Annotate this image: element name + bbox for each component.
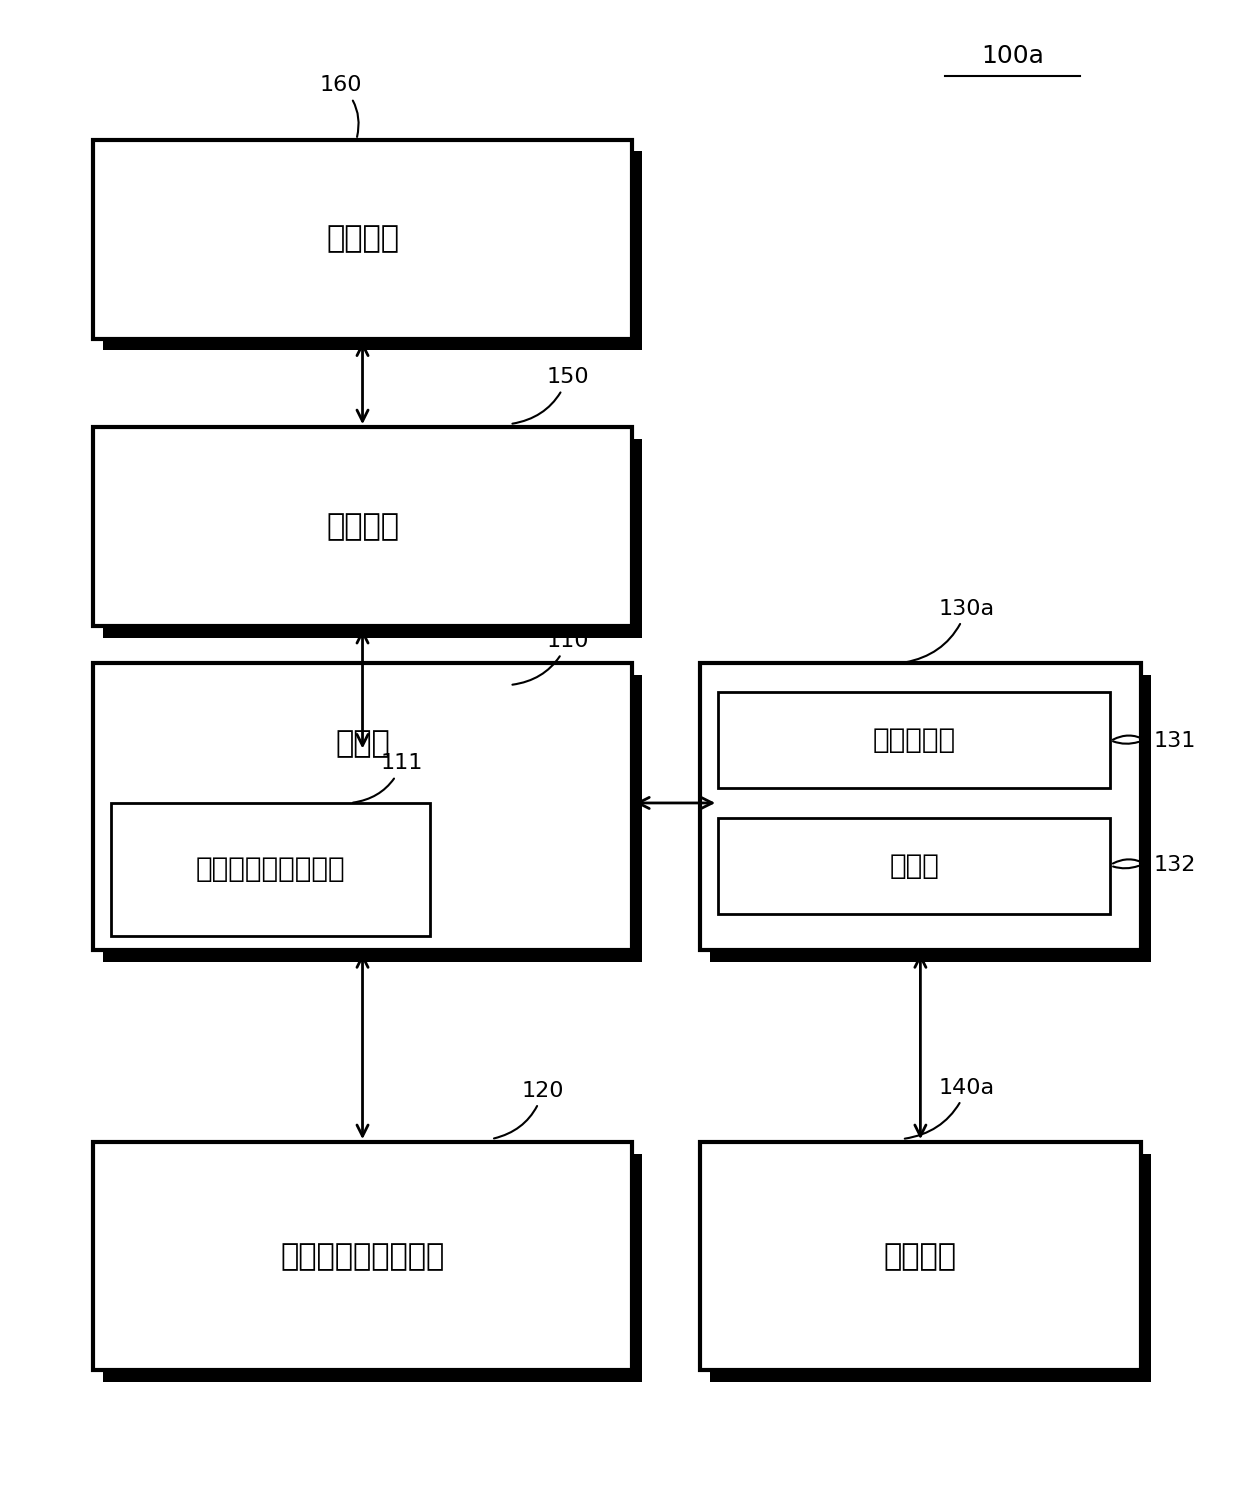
Bar: [718, 692, 1111, 789]
Bar: [103, 152, 642, 350]
Text: 处理器: 处理器: [335, 729, 389, 757]
Bar: [103, 674, 642, 963]
Bar: [93, 427, 632, 626]
Text: 主存储器: 主存储器: [884, 1242, 957, 1271]
Bar: [709, 1153, 1151, 1382]
Text: 111: 111: [353, 753, 423, 802]
Bar: [112, 804, 430, 936]
Text: 120: 120: [494, 1080, 564, 1138]
Bar: [93, 140, 632, 339]
Text: 150: 150: [512, 368, 589, 424]
Text: 160: 160: [320, 76, 362, 137]
Bar: [93, 664, 632, 951]
Text: 超时控制器: 超时控制器: [873, 726, 956, 754]
Text: 第二高速缓存存储器: 第二高速缓存存储器: [280, 1242, 445, 1271]
Bar: [93, 1141, 632, 1370]
Text: 131: 131: [1153, 731, 1195, 751]
Bar: [709, 674, 1151, 963]
Text: 存储接口: 存储接口: [326, 512, 399, 542]
Bar: [699, 664, 1141, 951]
Text: 第一高速缓存存储器: 第一高速缓存存储器: [196, 856, 346, 884]
Text: 130a: 130a: [905, 598, 994, 662]
Text: 100a: 100a: [981, 43, 1044, 68]
Bar: [718, 818, 1111, 914]
Text: 140a: 140a: [905, 1077, 994, 1138]
Text: 第一控制器: 第一控制器: [874, 705, 966, 735]
Text: 132: 132: [1153, 856, 1195, 875]
Text: 110: 110: [512, 631, 589, 684]
Text: 存储装置: 存储装置: [326, 225, 399, 253]
Bar: [699, 1141, 1141, 1370]
Bar: [103, 439, 642, 638]
Bar: [103, 1153, 642, 1382]
Text: 寄存器: 寄存器: [889, 851, 939, 879]
